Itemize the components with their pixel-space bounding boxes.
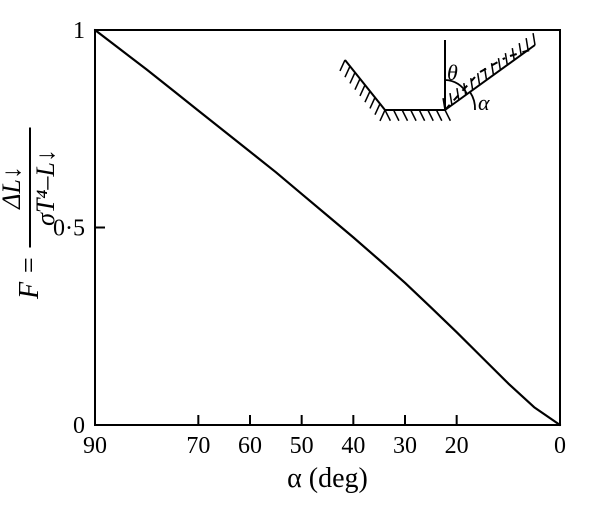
y-tick-label: 1 <box>73 18 85 44</box>
x-tick-label: 20 <box>445 433 469 459</box>
chart-container: 90706050403020000·51α (deg)F =ΔL↓σT⁴–L↓θ… <box>0 0 600 516</box>
x-tick-label: 30 <box>393 433 417 459</box>
y-tick-label: 0 <box>73 413 85 439</box>
y-label-denom: σT⁴–L↓ <box>31 149 60 226</box>
y-label-numer: ΔL↓ <box>0 166 26 210</box>
inset-alpha-label: α <box>478 90 490 115</box>
chart-svg: 90706050403020000·51α (deg)F =ΔL↓σT⁴–L↓θ… <box>0 0 600 516</box>
y-label-prefix: F = <box>14 256 45 300</box>
x-tick-label: 90 <box>83 433 107 459</box>
x-tick-label: 40 <box>341 433 365 459</box>
x-tick-label: 50 <box>290 433 314 459</box>
x-tick-label: 60 <box>238 433 262 459</box>
inset-theta-label: θ <box>447 60 458 85</box>
x-tick-label: 0 <box>554 433 566 459</box>
x-axis-label: α (deg) <box>287 463 368 494</box>
x-tick-label: 70 <box>186 433 210 459</box>
